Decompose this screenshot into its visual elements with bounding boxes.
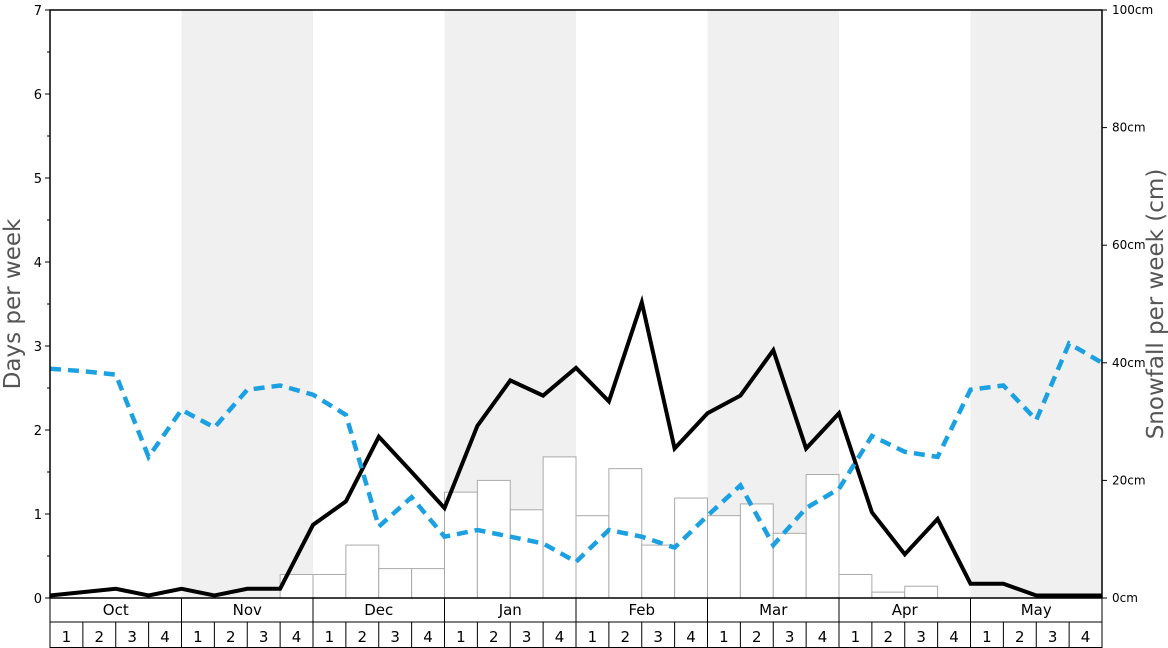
snowfall-bar (476, 479, 511, 599)
week-label: 1 (325, 628, 335, 646)
y-tick-label: 4 (34, 256, 42, 271)
shade-nov (181, 10, 313, 598)
week-label: 2 (884, 628, 894, 646)
snowfall-bar (411, 568, 445, 599)
month-label: Mar (759, 601, 788, 619)
snowfall-bar (509, 509, 544, 599)
week-label: 2 (95, 628, 105, 646)
snowfall-bar (838, 573, 873, 599)
week-label: 3 (653, 628, 663, 646)
y-tick-label: 3 (34, 340, 42, 355)
y2-tick-label: 80cm (1112, 121, 1146, 135)
y2-tick-label: 100cm (1112, 3, 1153, 17)
solid-series-line (49, 294, 1102, 598)
y2-axis-label: Snowfall per week (cm) (1143, 169, 1168, 440)
snowfall-bar (542, 456, 577, 599)
right-axis: 0cm 20cm 40cm 60cm 80cm 100cm (1102, 3, 1153, 605)
week-label: 2 (226, 628, 236, 646)
snowfall-bar (674, 497, 708, 599)
week-label: 4 (1081, 628, 1091, 646)
week-label: 1 (719, 628, 729, 646)
y-axis-label: Days per week (0, 218, 26, 389)
snowfall-bar (707, 515, 741, 599)
y2-tick-label: 0cm (1112, 591, 1138, 605)
snowfall-bar (805, 474, 840, 599)
snowfall-bar (904, 585, 939, 599)
week-label: 4 (949, 628, 959, 646)
week-label: 3 (127, 628, 137, 646)
snowfall-bar (444, 491, 478, 599)
y2-tick-label: 20cm (1112, 473, 1146, 487)
month-label: Apr (892, 601, 919, 619)
week-label: 3 (1048, 628, 1058, 646)
y-tick-label: 5 (34, 172, 42, 187)
month-label: Oct (103, 601, 129, 619)
week-label: 3 (390, 628, 400, 646)
week-label: 4 (555, 628, 565, 646)
y2-tick-label: 60cm (1112, 238, 1146, 252)
month-label: Feb (628, 601, 655, 619)
shade-may (970, 10, 1102, 598)
month-label: Nov (233, 601, 262, 619)
snowfall-bar (871, 591, 906, 599)
snowfall-bar (772, 532, 807, 599)
week-label: 4 (818, 628, 828, 646)
week-label: 1 (588, 628, 598, 646)
week-label: 1 (982, 628, 992, 646)
y-tick-label: 6 (34, 88, 42, 103)
month-shading (181, 10, 1102, 598)
week-label: 4 (423, 628, 433, 646)
week-label: 3 (916, 628, 926, 646)
week-label: 4 (160, 628, 170, 646)
week-label: 3 (785, 628, 795, 646)
y2-tick-label: 40cm (1112, 356, 1146, 370)
week-label: 1 (193, 628, 203, 646)
month-label: Dec (364, 601, 393, 619)
y-tick-label: 0 (34, 592, 42, 607)
week-label: 2 (752, 628, 762, 646)
snowfall-bar (312, 573, 347, 599)
month-label: Jan (498, 601, 522, 619)
y-tick-label: 2 (34, 424, 42, 439)
week-label: 2 (358, 628, 368, 646)
week-label: 1 (456, 628, 466, 646)
series-lines (49, 294, 1104, 598)
week-label: 1 (851, 628, 861, 646)
week-label: 2 (489, 628, 499, 646)
week-label: 2 (1015, 628, 1025, 646)
snowfall-bar (378, 568, 413, 599)
week-label: 4 (292, 628, 302, 646)
week-label: 4 (686, 628, 696, 646)
left-axis: 0 1 2 3 4 5 6 7 (34, 4, 50, 607)
x-axis-months-weeks: Oct 1 2 3 4 Nov 1 2 3 4 Dec 1 2 3 4 Jan 1 2 3 4 Feb 1 2 3 4 Mar 1 2… (49, 598, 1103, 648)
snowfall-bar (345, 544, 380, 599)
week-label: 2 (621, 628, 631, 646)
week-label: 1 (62, 628, 72, 646)
month-label: May (1021, 601, 1052, 619)
y-tick-label: 1 (34, 508, 42, 523)
snowfall-bar (641, 544, 676, 599)
snowfall-bars (279, 456, 939, 599)
week-label: 3 (259, 628, 269, 646)
y-tick-label: 7 (34, 4, 42, 19)
week-label: 3 (522, 628, 532, 646)
